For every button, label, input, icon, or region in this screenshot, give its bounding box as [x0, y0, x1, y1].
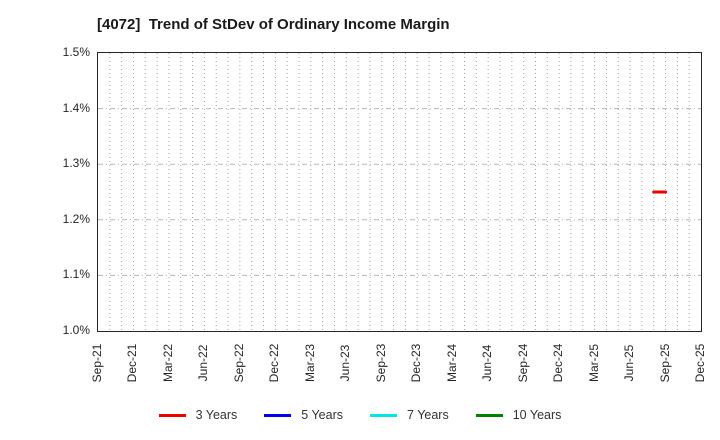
legend-item-5-years: 5 Years	[264, 408, 343, 422]
legend-swatch-icon	[475, 413, 503, 417]
x-axis-tick-label: Dec-23	[409, 343, 424, 383]
legend-swatch-icon	[264, 413, 292, 417]
x-axis-tick-label: Jun-24	[480, 344, 495, 382]
y-axis-tick-label: 1.3%	[62, 156, 90, 171]
x-axis-tick-label: Sep-25	[657, 343, 672, 383]
legend-label: 3 Years	[195, 408, 238, 422]
y-axis-tick-label: 1.1%	[62, 267, 90, 282]
x-axis-tick-label: Sep-21	[90, 343, 104, 383]
y-axis-tick-label: 1.4%	[62, 100, 90, 115]
x-axis-tick-label: Dec-25	[693, 343, 707, 383]
legend-item-7-years: 7 Years	[370, 408, 449, 422]
legend-label: 7 Years	[407, 408, 449, 422]
legend-label: 10 Years	[512, 408, 562, 422]
chart-title: [4072] Trend of StDev of Ordinary Income…	[97, 16, 450, 33]
y-axis-tick-label: 1.2%	[62, 211, 90, 226]
x-axis-tick-label: Jun-23	[338, 344, 353, 382]
x-axis-tick-label: Dec-24	[551, 343, 566, 383]
x-axis-tick-label: Mar-22	[160, 343, 175, 383]
x-axis-tick-label: Mar-25	[586, 343, 601, 383]
x-axis-tick-label: Sep-24	[515, 343, 530, 383]
legend-item-3-years: 3 Years	[158, 408, 238, 422]
legend-swatch-icon	[370, 413, 398, 417]
x-axis-tick-label: Dec-21	[125, 343, 140, 383]
x-axis-tick-label: Sep-22	[231, 343, 246, 383]
legend-label: 5 Years	[301, 408, 344, 422]
x-axis-tick-label: Sep-23	[373, 343, 388, 383]
legend: 3 Years 5 Years 7 Years 10 Years	[0, 402, 720, 428]
y-axis-tick-label: 1.0%	[62, 323, 90, 337]
x-axis-tick-label: Dec-22	[267, 343, 282, 383]
plot-grid	[98, 53, 701, 331]
legend-swatch-icon	[158, 413, 186, 417]
legend-item-10-years: 10 Years	[475, 408, 562, 422]
y-axis-tick-label: 1.5%	[62, 45, 90, 59]
x-axis-tick-label: Mar-24	[444, 343, 459, 383]
x-axis-tick-label: Mar-23	[302, 343, 317, 383]
x-axis-tick-label: Jun-22	[196, 344, 211, 382]
plot-area	[97, 52, 702, 332]
x-axis-tick-label: Jun-25	[622, 344, 637, 382]
